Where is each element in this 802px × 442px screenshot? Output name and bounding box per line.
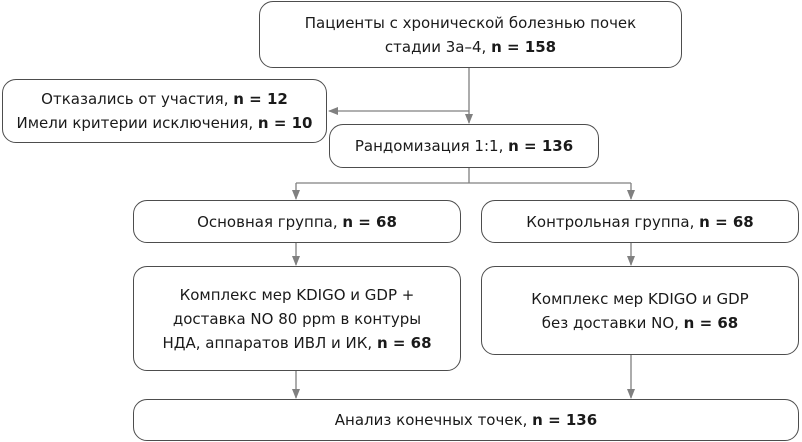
main-group-box: Основная группа, n = 68: [133, 200, 461, 243]
excluded-box: Отказались от участия, n = 12 Имели крит…: [2, 79, 327, 143]
box-line: Контрольная группа, n = 68: [526, 212, 754, 231]
box-line: Отказались от участия, n = 12: [41, 90, 288, 108]
patients-box: Пациенты с хронической болезнью почек ст…: [259, 1, 682, 68]
box-line: доставка NO 80 ppm в контуры: [172, 309, 422, 328]
box-line: Комплекс мер KDIGO и GDP +: [179, 285, 415, 304]
box-line: Рандомизация 1:1, n = 136: [354, 137, 574, 155]
box-line: Комплекс мер KDIGO и GDP: [531, 289, 749, 308]
box-line: стадии 3а–4, n = 158: [384, 37, 557, 56]
control-group-box: Контрольная группа, n = 68: [481, 200, 799, 243]
analysis-box: Анализ конечных точек, n = 136: [133, 399, 799, 441]
box-line: без доставки NO, n = 68: [541, 313, 739, 332]
box-line: НДА, аппаратов ИВЛ и ИК, n = 68: [162, 333, 432, 352]
box-line: Пациенты с хронической болезнью почек: [304, 13, 637, 32]
main-treatment-box: Комплекс мер KDIGO и GDP + доставка NO 8…: [133, 266, 461, 371]
box-line: Основная группа, n = 68: [197, 212, 397, 231]
box-line: Имели критерии исключения, n = 10: [16, 114, 313, 132]
randomization-box: Рандомизация 1:1, n = 136: [329, 124, 599, 168]
control-treatment-box: Комплекс мер KDIGO и GDP без доставки NO…: [481, 266, 799, 355]
box-line: Анализ конечных точек, n = 136: [334, 411, 598, 429]
